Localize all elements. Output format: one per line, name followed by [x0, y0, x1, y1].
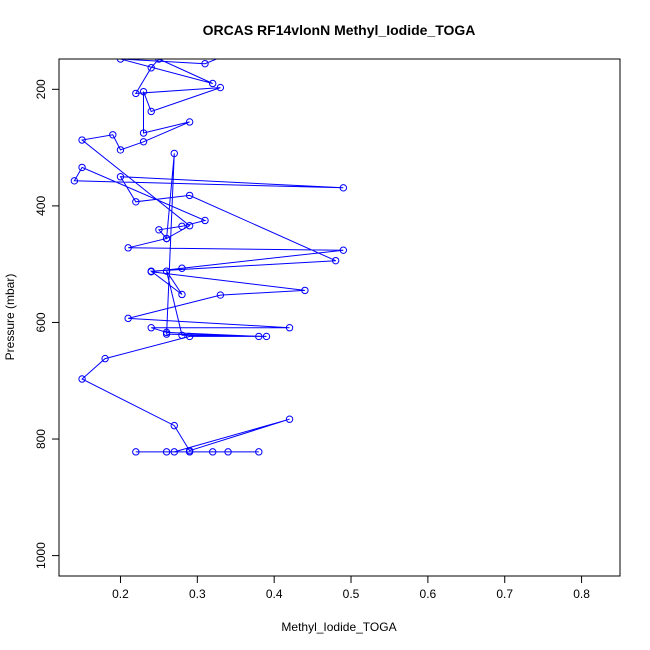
data-point: [147, 324, 155, 332]
data-point: [339, 184, 348, 192]
data-point: [155, 226, 163, 234]
data-point: [185, 221, 194, 230]
data-point: [78, 163, 86, 172]
y-axis: 200 400 600 800 1000: [34, 79, 59, 569]
y-axis-label: Pressure (mbar): [3, 274, 17, 361]
x-tick-label: 0.7: [496, 587, 513, 601]
data-point: [225, 51, 231, 57]
data-point: [116, 173, 125, 181]
data-point: [147, 107, 155, 116]
data-point: [101, 354, 109, 363]
y-tick-label: 200: [34, 79, 48, 99]
data-point: [170, 149, 178, 158]
plot-frame: [58, 58, 621, 577]
data-point: [285, 415, 294, 423]
x-axis: 0.2 0.3 0.4 0.5 0.6 0.7 0.8: [112, 575, 590, 601]
plot-area: [70, 51, 348, 456]
data-point: [170, 421, 178, 430]
data-point: [208, 79, 217, 88]
chart-title: ORCAS RF14vlonN Methyl_Iodide_TOGA: [203, 22, 476, 38]
x-tick-label: 0.4: [266, 587, 283, 601]
x-tick-label: 0.5: [343, 587, 360, 601]
y-tick-label: 400: [34, 196, 48, 216]
x-tick-label: 0.3: [189, 587, 206, 601]
data-point: [339, 246, 348, 254]
data-point: [132, 89, 140, 98]
y-tick-label: 800: [34, 429, 48, 449]
data-point: [162, 267, 171, 275]
data-point: [170, 448, 178, 456]
data-point: [285, 324, 294, 332]
data-point: [70, 177, 79, 185]
data-point: [155, 59, 163, 63]
data-point: [185, 332, 194, 341]
x-axis-label: Methyl_Iodide_TOGA: [281, 620, 396, 634]
data-point: [216, 83, 225, 92]
data-point: [116, 146, 125, 154]
data-point: [201, 59, 209, 68]
data-point: [124, 244, 132, 252]
data-point: [178, 222, 186, 230]
data-point: [208, 448, 217, 456]
y-tick-label: 600: [34, 312, 48, 332]
data-point: [139, 138, 148, 146]
data-point: [301, 286, 309, 295]
data-point: [255, 332, 263, 341]
data-point: [178, 331, 186, 339]
y-tick-label: 1000: [34, 542, 48, 569]
data-point: [185, 191, 194, 200]
data-point: [139, 87, 148, 96]
x-tick-label: 0.2: [112, 587, 129, 601]
data-point: [162, 448, 171, 456]
data-point: [255, 448, 263, 456]
data-point: [262, 332, 271, 341]
data-point: [162, 330, 171, 338]
data-point: [185, 118, 194, 126]
data-point: [78, 375, 86, 383]
data-point: [124, 314, 132, 323]
x-tick-label: 0.8: [573, 587, 590, 601]
data-point: [201, 216, 209, 225]
series-line: [73, 59, 344, 453]
data-point: [78, 136, 86, 144]
data-point: [147, 64, 155, 72]
x-tick-label: 0.6: [420, 587, 437, 601]
data-point: [216, 291, 225, 299]
data-point: [139, 129, 148, 137]
data-point: [132, 448, 140, 456]
data-point: [331, 256, 340, 265]
data-point: [178, 264, 186, 272]
data-point: [147, 267, 155, 275]
data-point: [116, 59, 125, 63]
data-point: [185, 446, 194, 455]
data-point: [109, 131, 117, 139]
data-point: [178, 290, 186, 299]
data-point: [224, 448, 232, 456]
data-point: [162, 234, 171, 243]
data-point: [132, 198, 140, 206]
